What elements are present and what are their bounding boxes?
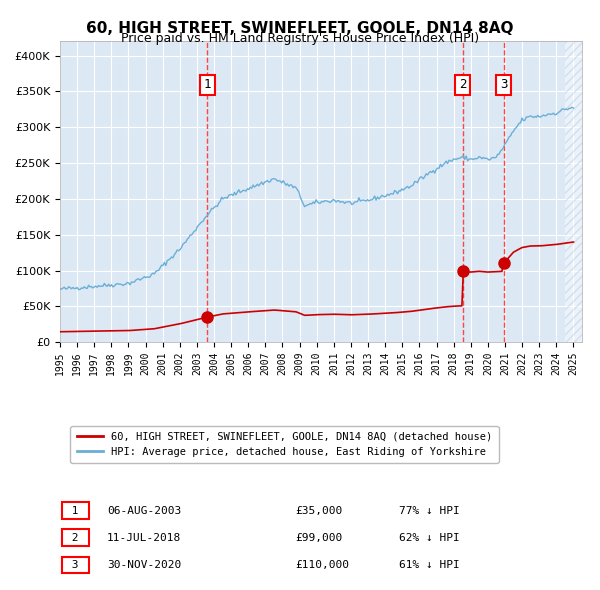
Text: 11-JUL-2018: 11-JUL-2018 [107,533,181,543]
Text: 3: 3 [65,560,85,570]
Text: 60, HIGH STREET, SWINEFLEET, GOOLE, DN14 8AQ: 60, HIGH STREET, SWINEFLEET, GOOLE, DN14… [86,21,514,35]
Text: £99,000: £99,000 [295,533,342,543]
Text: 61% ↓ HPI: 61% ↓ HPI [400,560,460,570]
Text: 3: 3 [500,78,508,91]
Text: 1: 1 [65,506,85,516]
Text: 62% ↓ HPI: 62% ↓ HPI [400,533,460,543]
Text: 2: 2 [65,533,85,543]
Text: 06-AUG-2003: 06-AUG-2003 [107,506,181,516]
Text: £110,000: £110,000 [295,560,349,570]
Text: 1: 1 [203,78,211,91]
Bar [565,41,599,342]
Text: 2: 2 [459,78,466,91]
Text: 30-NOV-2020: 30-NOV-2020 [107,560,181,570]
Text: £35,000: £35,000 [295,506,342,516]
Text: 77% ↓ HPI: 77% ↓ HPI [400,506,460,516]
Legend: 60, HIGH STREET, SWINEFLEET, GOOLE, DN14 8AQ (detached house), HPI: Average pric: 60, HIGH STREET, SWINEFLEET, GOOLE, DN14… [70,425,499,463]
Text: Price paid vs. HM Land Registry's House Price Index (HPI): Price paid vs. HM Land Registry's House … [121,32,479,45]
